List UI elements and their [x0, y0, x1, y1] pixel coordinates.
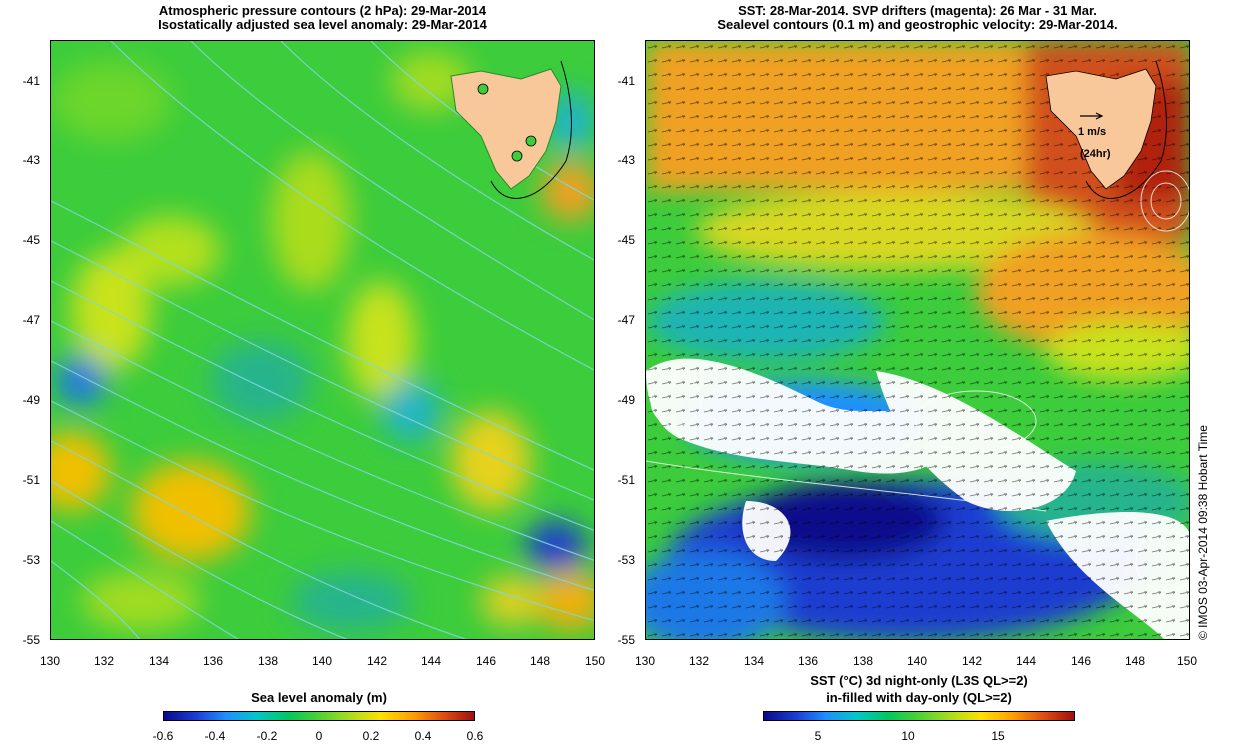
right-colorbar-tick: 5 — [814, 729, 822, 743]
right-colorbar-label-line1: SST (°C) 3d night-only (L3S QL>=2) — [810, 673, 1028, 688]
right-xtick: 144 — [1015, 654, 1037, 668]
left-ytick: -47 — [22, 313, 40, 327]
left-colorbar-tick: 0.2 — [362, 729, 380, 743]
left-ytick: -45 — [22, 233, 40, 247]
left-xtick: 146 — [475, 654, 497, 668]
left-colorbar-tick: 0.4 — [414, 729, 432, 743]
left-colorbar-tick: -0.4 — [204, 729, 226, 743]
left-ytick: -41 — [22, 74, 40, 88]
right-ytick: -55 — [617, 633, 635, 647]
right-title-line2: Sealevel contours (0.1 m) and geostrophi… — [717, 17, 1118, 32]
left-ytick: -55 — [22, 633, 40, 647]
left-colorbar-tick: -0.6 — [152, 729, 174, 743]
right-xtick: 136 — [797, 654, 819, 668]
sea-surface-temperature-map: 1 m/s (24hr) — [645, 40, 1190, 640]
sea-level-anomaly-map — [50, 40, 595, 640]
left-xtick: 150 — [584, 654, 606, 668]
left-xtick: 136 — [202, 654, 224, 668]
left-ytick: -49 — [22, 393, 40, 407]
right-colorbar-tick: 15 — [991, 729, 1005, 743]
right-ytick: -43 — [617, 153, 635, 167]
left-ytick: -51 — [22, 473, 40, 487]
velocity-scale-speed: 1 m/s — [1078, 126, 1107, 138]
left-title-line2: Isostatically adjusted sea level anomaly… — [158, 17, 487, 32]
left-xtick: 142 — [366, 654, 388, 668]
right-ytick: -53 — [617, 553, 635, 567]
right-ytick: -41 — [617, 74, 635, 88]
right-colorbar-label-line2: in-filled with day-only (QL>=2) — [826, 690, 1012, 705]
right-ytick: -45 — [617, 233, 635, 247]
right-xtick: 146 — [1070, 654, 1092, 668]
left-colorbar-tick: 0 — [315, 729, 323, 743]
right-colorbar-tick: 10 — [901, 729, 915, 743]
right-ytick: -49 — [617, 393, 635, 407]
right-xtick: 134 — [743, 654, 765, 668]
velocity-scale-time: (24hr) — [1080, 148, 1111, 160]
right-xtick: 140 — [906, 654, 928, 668]
right-ytick: -47 — [617, 313, 635, 327]
right-xtick: 142 — [961, 654, 983, 668]
left-xtick: 140 — [311, 654, 333, 668]
left-colorbar — [163, 711, 475, 721]
left-colorbar-tick: -0.2 — [256, 729, 278, 743]
left-xtick: 134 — [148, 654, 170, 668]
left-ytick: -43 — [22, 153, 40, 167]
right-ytick: -51 — [617, 473, 635, 487]
left-colorbar-label: Sea level anomaly (m) — [251, 690, 387, 705]
right-xtick: 130 — [634, 654, 656, 668]
right-title-line1: SST: 28-Mar-2014. SVP drifters (magenta)… — [738, 3, 1097, 18]
left-colorbar-tick: 0.6 — [466, 729, 484, 743]
right-colorbar — [763, 711, 1075, 721]
right-xtick: 132 — [688, 654, 710, 668]
left-xtick: 144 — [420, 654, 442, 668]
left-title-line1: Atmospheric pressure contours (2 hPa): 2… — [158, 3, 487, 18]
right-xtick: 138 — [852, 654, 874, 668]
left-xtick: 148 — [529, 654, 551, 668]
left-xtick: 138 — [257, 654, 279, 668]
left-xtick: 130 — [39, 654, 61, 668]
left-xtick: 132 — [93, 654, 115, 668]
imos-credit-text: © IMOS 03-Apr-2014 09:38 Hobart Time — [1196, 425, 1210, 640]
left-ytick: -53 — [22, 553, 40, 567]
right-xtick: 148 — [1124, 654, 1146, 668]
right-xtick: 150 — [1176, 654, 1198, 668]
